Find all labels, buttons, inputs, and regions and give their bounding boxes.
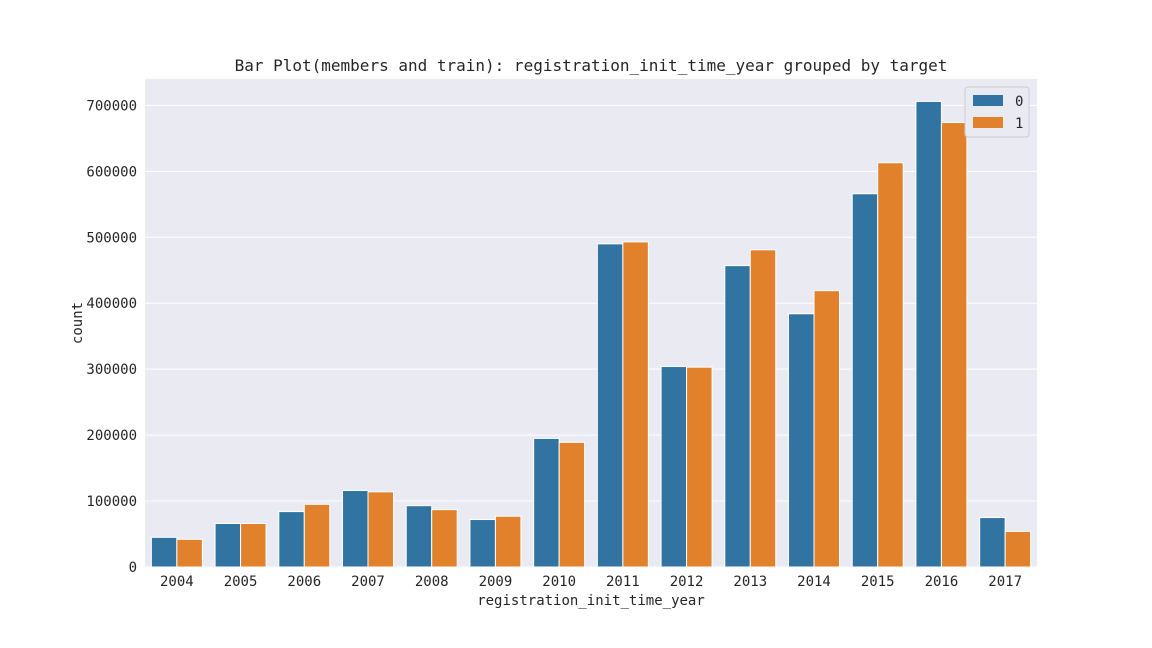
y-tick-label: 100000 bbox=[86, 494, 137, 510]
bar-2004-series-0 bbox=[150, 536, 178, 568]
bar-2015-series-1 bbox=[877, 162, 904, 568]
y-tick-label: 300000 bbox=[86, 362, 137, 378]
legend-label: 1 bbox=[1015, 116, 1023, 132]
bar-2007-series-1 bbox=[367, 491, 394, 568]
bar-2013-series-1 bbox=[749, 249, 777, 568]
bar-2004-series-1 bbox=[176, 538, 203, 568]
bar-2005-series-0 bbox=[214, 522, 242, 568]
bar-2010-series-0 bbox=[533, 437, 560, 568]
chart-title: Bar Plot(members and train): registratio… bbox=[235, 56, 948, 75]
y-axis-ticks: 0 100000 200000 300000 400000 500000 600000 700… bbox=[86, 98, 137, 576]
x-axis-label: registration_init_time_year bbox=[477, 593, 705, 609]
legend-swatch bbox=[973, 117, 1003, 128]
bar-2012-series-1 bbox=[686, 366, 713, 568]
legend-label: 0 bbox=[1015, 94, 1023, 110]
x-tick-label: 2013 bbox=[733, 574, 767, 590]
bar-2008-series-1 bbox=[431, 509, 458, 568]
x-axis-ticks: 2004 2005 2006 2007 2008 2009 2010 2011 2012 2013… bbox=[160, 574, 1022, 590]
bar-2010-series-1 bbox=[558, 441, 586, 568]
x-tick-label: 2017 bbox=[988, 574, 1022, 590]
y-tick-label: 500000 bbox=[86, 230, 137, 246]
legend-swatch bbox=[973, 95, 1003, 106]
y-tick-label: 400000 bbox=[86, 296, 137, 312]
x-tick-label: 2004 bbox=[160, 574, 194, 590]
bar-2014-series-0 bbox=[788, 313, 815, 568]
x-tick-label: 2008 bbox=[415, 574, 449, 590]
bar-2017-series-1 bbox=[1004, 530, 1032, 568]
bar-2007-series-0 bbox=[342, 490, 369, 568]
bar-2016-series-1 bbox=[940, 122, 968, 568]
bar-2014-series-1 bbox=[813, 290, 840, 568]
bar-2006-series-0 bbox=[278, 511, 305, 568]
bar-2006-series-1 bbox=[303, 503, 331, 568]
y-axis-label: count bbox=[70, 302, 86, 344]
bar-2008-series-0 bbox=[405, 505, 433, 568]
x-tick-label: 2015 bbox=[861, 574, 895, 590]
bar-2005-series-1 bbox=[240, 522, 267, 568]
x-tick-label: 2005 bbox=[224, 574, 258, 590]
bar-2011-series-0 bbox=[596, 243, 624, 568]
y-tick-label: 600000 bbox=[86, 164, 137, 180]
y-tick-label: 200000 bbox=[86, 428, 137, 444]
x-tick-label: 2007 bbox=[351, 574, 385, 590]
bar-2013-series-0 bbox=[724, 265, 751, 568]
x-tick-label: 2011 bbox=[606, 574, 640, 590]
bar-2017-series-0 bbox=[979, 517, 1006, 568]
x-tick-label: 2012 bbox=[670, 574, 704, 590]
x-tick-label: 2010 bbox=[542, 574, 576, 590]
bar-2009-series-0 bbox=[469, 519, 496, 568]
bar-2015-series-0 bbox=[851, 193, 879, 568]
y-tick-label: 700000 bbox=[86, 98, 137, 114]
bar-2009-series-1 bbox=[494, 515, 522, 568]
x-tick-label: 2009 bbox=[479, 574, 513, 590]
x-tick-label: 2014 bbox=[797, 574, 831, 590]
bar-2012-series-0 bbox=[660, 366, 688, 568]
bars-group bbox=[150, 100, 1032, 568]
legend: 01 bbox=[964, 86, 1030, 138]
bar-2016-series-0 bbox=[915, 100, 942, 568]
x-tick-label: 2006 bbox=[287, 574, 321, 590]
bar-2011-series-1 bbox=[622, 241, 649, 568]
y-tick-label: 0 bbox=[129, 560, 137, 576]
x-tick-label: 2016 bbox=[925, 574, 959, 590]
